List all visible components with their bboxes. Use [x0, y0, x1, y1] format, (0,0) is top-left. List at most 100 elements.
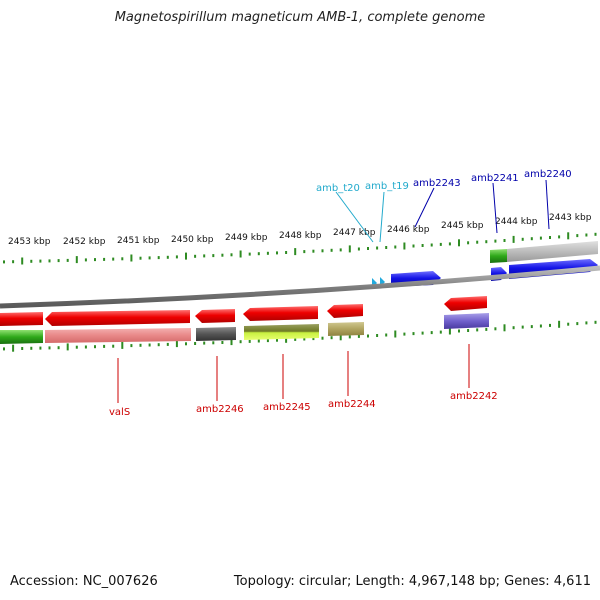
minor-tick — [230, 253, 233, 257]
gene-amb2245[interactable] — [243, 306, 318, 321]
minor-tick — [494, 239, 497, 243]
leader-line — [335, 191, 374, 243]
leader-line — [492, 182, 498, 234]
gene-label-amb2245[interactable]: amb2245 — [263, 402, 311, 413]
minor-tick — [485, 240, 488, 244]
minor-tick — [21, 347, 24, 350]
gene-label-amb-t20[interactable]: amb_t20 — [316, 183, 360, 194]
minor-tick — [376, 246, 379, 250]
minor-tick — [3, 347, 5, 351]
feature-amb2241-green — [490, 249, 507, 263]
minor-tick — [203, 254, 206, 258]
gene-label-amb2242[interactable]: amb2242 — [450, 391, 498, 402]
minor-tick — [476, 328, 479, 332]
minor-tick — [430, 243, 433, 247]
minor-tick — [585, 321, 588, 325]
minor-tick — [30, 346, 33, 350]
minor-tick — [157, 343, 160, 347]
feature-amb2244-khaki — [328, 322, 364, 336]
minor-tick — [376, 334, 379, 337]
minor-tick — [48, 259, 51, 263]
minor-tick — [203, 341, 206, 345]
minor-tick — [166, 255, 169, 259]
gene-amb2246[interactable] — [195, 309, 235, 323]
major-tick — [448, 327, 451, 335]
minor-tick — [130, 344, 133, 348]
minor-tick — [239, 340, 242, 344]
minor-tick — [212, 254, 215, 258]
major-tick — [394, 330, 397, 338]
minor-tick — [485, 327, 488, 331]
minor-tick — [339, 248, 342, 252]
gene-amb2242[interactable] — [444, 296, 487, 311]
minor-tick — [503, 239, 506, 242]
major-tick — [285, 335, 288, 343]
minor-tick — [330, 336, 333, 340]
minor-tick — [412, 332, 415, 336]
minor-tick — [549, 323, 551, 327]
gene-label-amb2244[interactable]: amb2244 — [328, 399, 376, 410]
gene-vals-part[interactable] — [0, 312, 43, 326]
minor-tick — [294, 337, 297, 341]
minor-tick — [412, 244, 415, 248]
gene-vals[interactable] — [45, 310, 190, 326]
gene-label-amb2241[interactable]: amb2241 — [471, 173, 519, 184]
minor-tick — [594, 320, 597, 324]
minor-tick — [576, 322, 579, 326]
minor-tick — [285, 251, 288, 254]
minor-tick — [12, 260, 15, 264]
minor-tick — [558, 235, 561, 239]
leader-line — [545, 179, 550, 230]
minor-tick — [39, 346, 42, 350]
major-tick — [185, 252, 187, 260]
leader-line — [414, 187, 435, 228]
minor-tick — [103, 344, 106, 348]
kbp-label: 2453 kbp — [8, 237, 51, 247]
minor-tick — [303, 250, 306, 254]
major-tick — [239, 250, 242, 258]
gene-label-amb2243[interactable]: amb2243 — [413, 178, 461, 189]
tick-row-bottom — [3, 320, 597, 352]
minor-tick — [157, 256, 160, 260]
bottom-gene-labels: valS amb2246 amb2245 amb2244 amb2242 — [109, 344, 498, 418]
minor-tick — [321, 249, 324, 253]
gene-label-amb2240[interactable]: amb2240 — [524, 169, 572, 180]
minor-tick — [403, 332, 406, 336]
minor-tick — [221, 341, 224, 344]
major-tick — [66, 343, 69, 351]
minor-tick — [75, 345, 78, 349]
minor-tick — [66, 258, 69, 262]
genome-backbone — [0, 265, 600, 309]
major-tick — [512, 235, 515, 243]
minor-tick — [94, 258, 96, 262]
minor-tick — [166, 342, 169, 346]
minor-tick — [549, 236, 551, 239]
minor-tick — [394, 245, 397, 249]
minor-tick — [185, 342, 187, 346]
gene-label-amb2246[interactable]: amb2246 — [196, 404, 244, 415]
minor-tick — [48, 346, 51, 350]
major-tick — [21, 257, 24, 265]
gene-label-vals[interactable]: valS — [109, 407, 130, 418]
gene-amb2244[interactable] — [327, 304, 363, 318]
minor-tick — [530, 237, 533, 241]
feature-amb2245-olive — [244, 324, 319, 340]
minor-tick — [312, 249, 315, 253]
kbp-label: 2452 kbp — [63, 237, 106, 247]
gene-label-amb-t19[interactable]: amb_t19 — [365, 181, 409, 192]
minor-tick — [421, 244, 424, 247]
minor-tick — [121, 257, 124, 261]
genome-summary: Topology: circular; Length: 4,967,148 bp… — [233, 574, 591, 589]
minor-tick — [257, 339, 260, 343]
forward-strand-track — [372, 241, 598, 288]
major-tick — [339, 333, 342, 341]
minor-tick — [194, 254, 197, 258]
major-tick — [130, 254, 133, 262]
kbp-scale: 2453 kbp 2452 kbp 2451 kbp 2450 kbp 2449… — [8, 213, 592, 247]
feature-vals-pink — [45, 328, 191, 343]
minor-tick — [148, 256, 151, 260]
accession-label: Accession: NC_007626 — [10, 574, 158, 589]
minor-tick — [430, 331, 433, 335]
minor-tick — [521, 325, 524, 329]
